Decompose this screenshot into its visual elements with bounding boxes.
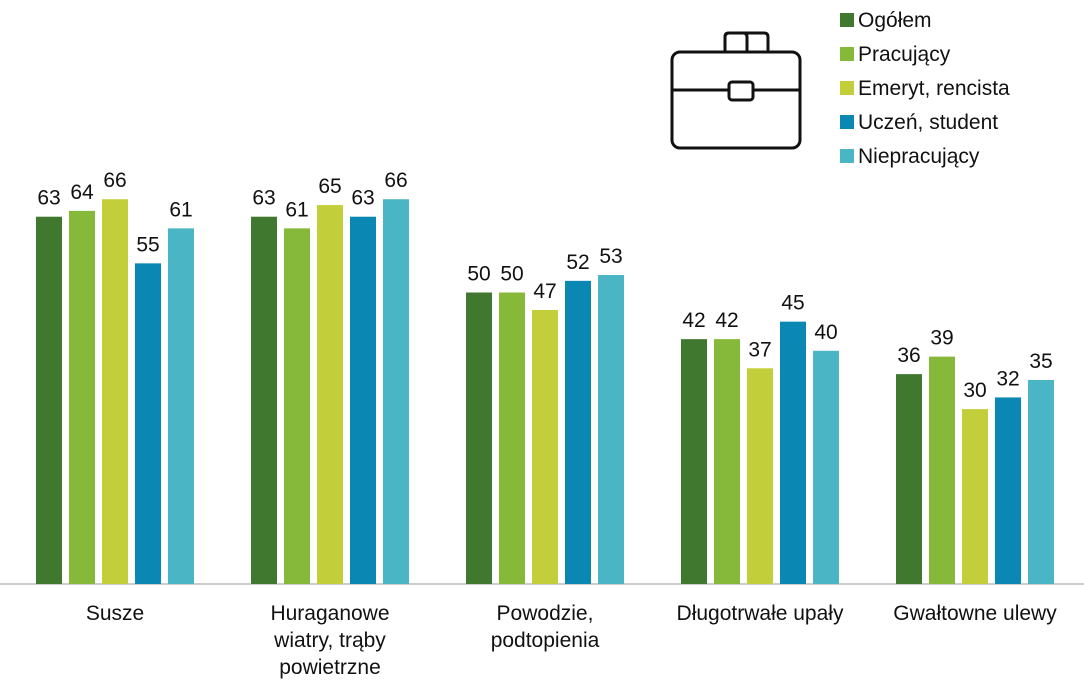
value-label: 42 (682, 309, 705, 332)
bar (813, 350, 839, 584)
value-label: 35 (1029, 350, 1052, 373)
bar (896, 374, 922, 584)
value-label: 63 (252, 187, 275, 210)
value-label: 50 (500, 263, 523, 286)
value-label: 42 (715, 309, 738, 332)
value-label: 66 (384, 169, 407, 192)
legend-label: Pracujący (858, 43, 951, 66)
legend-swatch (840, 115, 854, 129)
bar (135, 263, 161, 584)
legend-swatch (840, 149, 854, 163)
bar (780, 321, 806, 584)
briefcase-icon (670, 31, 802, 150)
value-label: 64 (70, 181, 94, 204)
legend-label: Uczeń, student (858, 111, 998, 134)
value-label: 63 (351, 187, 374, 210)
legend-swatch (840, 81, 854, 95)
value-label: 53 (599, 245, 622, 268)
bar (69, 210, 95, 584)
value-label: 36 (897, 344, 920, 367)
bar (995, 397, 1021, 584)
x-tick-label: Huraganowe wiatry, trąby powietrzne (270, 602, 390, 679)
value-label: 30 (963, 379, 986, 402)
bar (598, 275, 624, 584)
x-tick-label: Powodzie, podtopienia (490, 602, 600, 652)
x-tick-label: Susze (85, 602, 145, 625)
bar (350, 216, 376, 584)
bar (383, 199, 409, 584)
value-label: 55 (136, 233, 159, 256)
bar (681, 339, 707, 584)
bar (714, 339, 740, 584)
value-label: 50 (467, 263, 490, 286)
value-label: 52 (566, 251, 589, 274)
value-label: 45 (781, 292, 804, 315)
value-label: 47 (533, 280, 556, 303)
legend-label: Emeryt, rencista (858, 77, 1010, 100)
bar (102, 199, 128, 584)
x-tick-label: Długotrwałe upały (676, 602, 844, 625)
bar (36, 216, 62, 584)
bar (317, 205, 343, 585)
value-label: 37 (748, 338, 771, 361)
value-label: 40 (814, 321, 837, 344)
bar (1028, 379, 1054, 584)
value-label: 63 (37, 187, 60, 210)
value-label: 39 (930, 327, 953, 350)
bar (251, 216, 277, 584)
bar (284, 228, 310, 584)
legend-label: Niepracujący (858, 145, 980, 168)
x-tick-label: Gwałtowne ulewy (893, 602, 1057, 625)
bar (565, 280, 591, 584)
legend-swatch (840, 47, 854, 61)
bar (168, 228, 194, 584)
legend-label: Ogółem (858, 9, 932, 32)
bar (466, 292, 492, 584)
bar (747, 368, 773, 584)
bar (962, 409, 988, 584)
value-label: 65 (318, 175, 341, 198)
value-label: 61 (169, 198, 192, 221)
value-label: 61 (285, 198, 308, 221)
value-label: 66 (103, 169, 126, 192)
legend-swatch (840, 13, 854, 27)
value-label: 32 (996, 367, 1019, 390)
bar (532, 309, 558, 584)
bar (929, 356, 955, 584)
bar (499, 292, 525, 584)
